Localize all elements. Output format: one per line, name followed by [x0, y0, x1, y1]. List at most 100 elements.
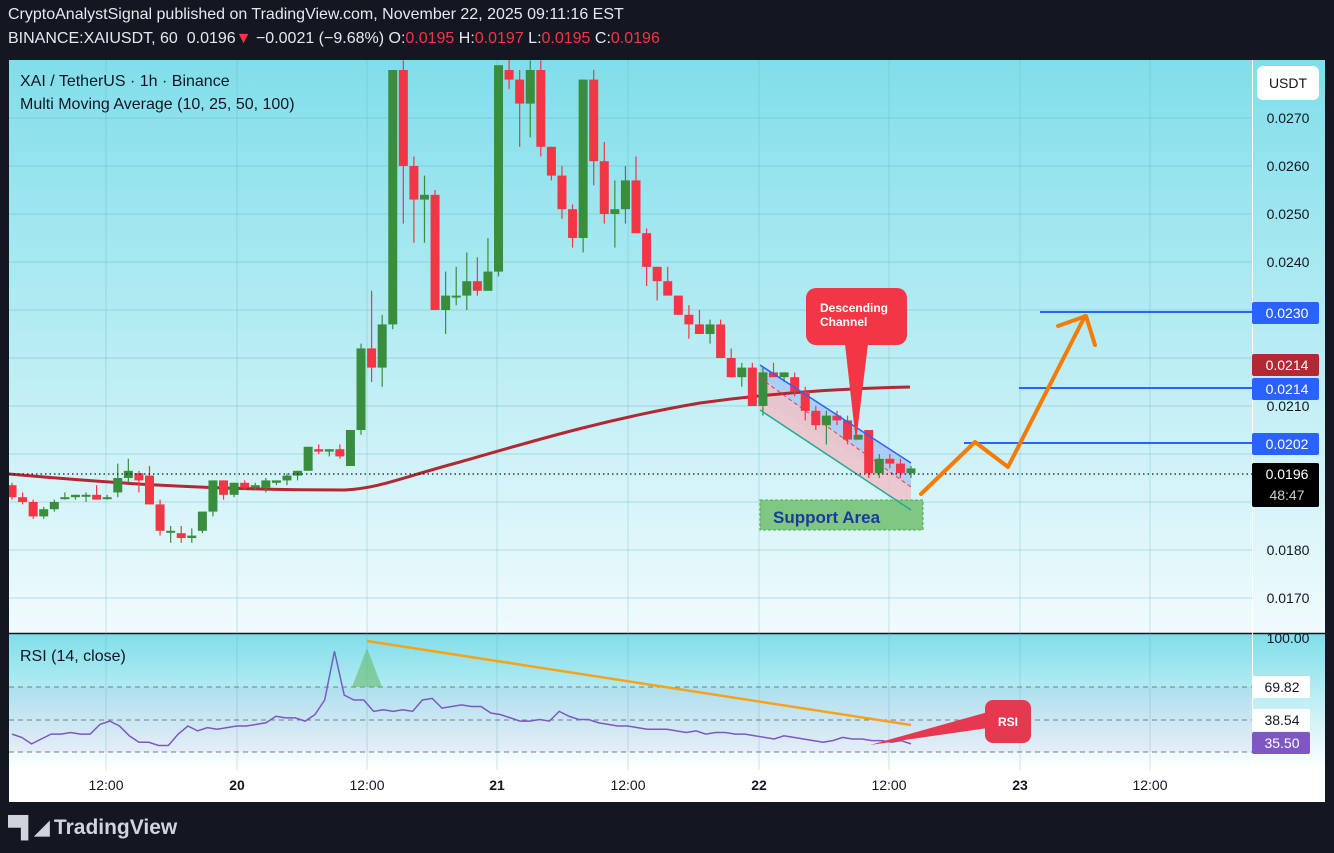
candle-body — [589, 79, 599, 162]
low-label: L: — [528, 30, 542, 47]
arrow-head-icon — [1056, 314, 1097, 347]
candle-body — [557, 175, 567, 210]
candle-body — [441, 295, 451, 310]
candle-body — [345, 430, 355, 466]
rsi-tag — [1252, 709, 1310, 731]
candle-body — [49, 502, 59, 510]
candle-body — [462, 281, 472, 296]
rsi-overbought-fill — [352, 648, 382, 687]
candle-body — [726, 358, 736, 378]
candle-body — [652, 266, 662, 282]
price-tag-label: 0.0214 — [1266, 357, 1309, 373]
open-label: O: — [388, 30, 406, 47]
price-tag-label: 0.0230 — [1266, 305, 1309, 321]
candle-body — [546, 146, 556, 176]
symbol: BINANCE:XAIUSDT, 60 — [8, 30, 178, 47]
candle-body — [250, 485, 260, 488]
candle-body — [716, 324, 726, 358]
time-tick: 23 — [1012, 777, 1028, 793]
indicator-label[interactable]: Multi Moving Average (10, 25, 50, 100) — [20, 96, 295, 113]
candle-body — [747, 367, 757, 406]
candle-body — [504, 70, 514, 80]
candle-body — [208, 480, 218, 512]
candle-body — [271, 480, 281, 483]
candle-body — [187, 535, 197, 538]
candle-body — [377, 324, 387, 368]
rsi-tag-label: 69.82 — [1264, 679, 1299, 695]
candle-body — [642, 233, 652, 267]
price-tag — [1252, 433, 1319, 455]
price-tag — [1252, 378, 1319, 400]
countdown-label: 48:47 — [1269, 487, 1304, 503]
candle-body — [737, 367, 747, 378]
currency-button — [1257, 66, 1319, 100]
time-tick: 21 — [489, 777, 505, 793]
channel-upper-fill — [760, 365, 911, 489]
candle-body — [821, 415, 831, 426]
candle-body — [176, 533, 186, 538]
channel-top-line — [759, 364, 912, 464]
channel-callout-text: Descending Channel — [820, 301, 888, 329]
candle-body — [832, 415, 842, 421]
candle-body — [895, 463, 905, 474]
candle-body — [166, 530, 176, 533]
candle-body — [610, 209, 620, 214]
rsi-trendline — [366, 639, 912, 727]
candle-body — [70, 494, 80, 498]
candle-body — [599, 161, 609, 214]
candle-body — [536, 70, 546, 147]
candle-body — [144, 475, 154, 505]
candle-body — [853, 434, 863, 440]
last-price: 0.0196 — [186, 30, 236, 47]
candle-body — [483, 271, 493, 291]
brand-name: TradingView — [53, 815, 178, 839]
rsi-callout-box — [985, 700, 1031, 743]
candle-body — [229, 482, 239, 495]
high-label: H: — [458, 30, 475, 47]
candle-body — [303, 446, 313, 471]
price-tag — [1252, 354, 1319, 376]
price-tick: 0.0260 — [1267, 158, 1310, 174]
candle-body — [356, 348, 366, 430]
candle-body — [314, 449, 324, 452]
rsi-tag — [1252, 732, 1310, 754]
price-tick: 0.0250 — [1267, 206, 1310, 222]
candle-body — [18, 497, 28, 502]
candle-body — [240, 482, 250, 488]
candle-body — [620, 180, 630, 210]
time-tick: 12:00 — [871, 777, 906, 793]
channel-mid-line — [759, 377, 912, 488]
candle-body — [684, 314, 694, 325]
time-tick: 20 — [229, 777, 245, 793]
symbol-info: BINANCE:XAIUSDT, 60 0.0196▼ −0.0021 (−9.… — [8, 30, 660, 48]
price-tag — [1252, 463, 1319, 507]
tradingview-logo: ▀▌◢ TradingView — [8, 815, 177, 840]
candle-body — [409, 166, 419, 200]
channel-callout-box — [806, 288, 907, 345]
candle-body — [134, 473, 144, 481]
candle-body — [790, 377, 800, 392]
candle-body — [906, 468, 916, 474]
price-tag — [1252, 302, 1319, 324]
publish-info: CryptoAnalystSignal published on Trading… — [8, 6, 624, 23]
time-tick: 12:00 — [610, 777, 645, 793]
candle-body — [398, 70, 408, 166]
price-tick: 0.0270 — [1267, 110, 1310, 126]
open-value: 0.0195 — [405, 30, 455, 47]
time-tick: 12:00 — [88, 777, 123, 793]
channel-callout-pointer — [845, 344, 868, 442]
candle-body — [9, 485, 17, 498]
rsi-callout-text: RSI — [998, 715, 1018, 729]
rsi-label[interactable]: RSI (14, close) — [20, 648, 126, 665]
close-label: C: — [594, 30, 611, 47]
candle-body — [123, 470, 133, 478]
candle-body — [874, 458, 884, 474]
candle-body — [367, 348, 377, 368]
rsi-tag-label: 38.54 — [1264, 712, 1299, 728]
price-tick: 0.0240 — [1267, 254, 1310, 270]
rsi-tag — [1252, 676, 1310, 698]
channel-bottom-line — [759, 409, 912, 511]
time-tick: 22 — [751, 777, 767, 793]
currency-label[interactable]: USDT — [1269, 75, 1308, 91]
